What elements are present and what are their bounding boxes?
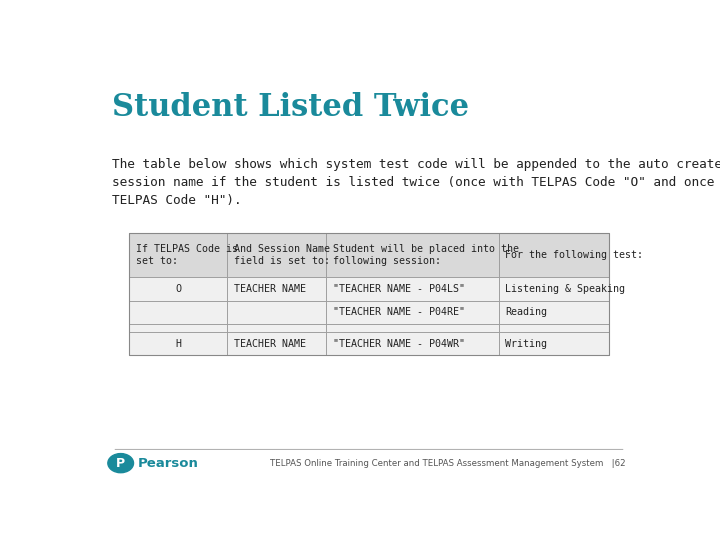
Text: Student will be placed into the
following session:: Student will be placed into the followin… (333, 244, 518, 266)
Text: For the following test:: For the following test: (505, 250, 643, 260)
Bar (129, 277, 228, 301)
Bar (498, 324, 609, 332)
Text: TEACHER NAME: TEACHER NAME (234, 339, 306, 349)
Bar (129, 233, 228, 277)
Bar (228, 332, 326, 355)
Bar (129, 301, 228, 324)
Text: Listening & Speaking: Listening & Speaking (505, 284, 625, 294)
Text: "TEACHER NAME - P04WR": "TEACHER NAME - P04WR" (333, 339, 464, 349)
Bar (228, 324, 326, 332)
Bar (129, 332, 228, 355)
Bar (228, 277, 326, 301)
Bar (129, 233, 609, 355)
Bar (498, 301, 609, 324)
Text: If TELPAS Code is
set to:: If TELPAS Code is set to: (136, 244, 238, 266)
Bar (228, 301, 326, 324)
Text: P: P (116, 457, 125, 470)
Text: Student Listed Twice: Student Listed Twice (112, 92, 469, 123)
Text: "TEACHER NAME - P04LS": "TEACHER NAME - P04LS" (333, 284, 464, 294)
Text: Pearson: Pearson (138, 457, 198, 470)
Bar (326, 277, 498, 301)
Bar (326, 332, 498, 355)
Text: "TEACHER NAME - P04RE": "TEACHER NAME - P04RE" (333, 307, 464, 318)
Bar (129, 324, 228, 332)
Bar (498, 233, 609, 277)
Text: The table below shows which system test code will be appended to the auto create: The table below shows which system test … (112, 158, 720, 207)
Bar (326, 301, 498, 324)
Text: O: O (175, 284, 181, 294)
Bar (326, 324, 498, 332)
Bar (498, 277, 609, 301)
Bar (498, 332, 609, 355)
Text: Reading: Reading (505, 307, 547, 318)
Bar (228, 233, 326, 277)
Text: And Session Name
field is set to:: And Session Name field is set to: (234, 244, 330, 266)
Bar (326, 233, 498, 277)
Text: TEACHER NAME: TEACHER NAME (234, 284, 306, 294)
Text: TELPAS Online Training Center and TELPAS Assessment Management System   |62: TELPAS Online Training Center and TELPAS… (270, 458, 626, 468)
Text: Writing: Writing (505, 339, 547, 349)
Text: H: H (175, 339, 181, 349)
Circle shape (108, 454, 133, 472)
